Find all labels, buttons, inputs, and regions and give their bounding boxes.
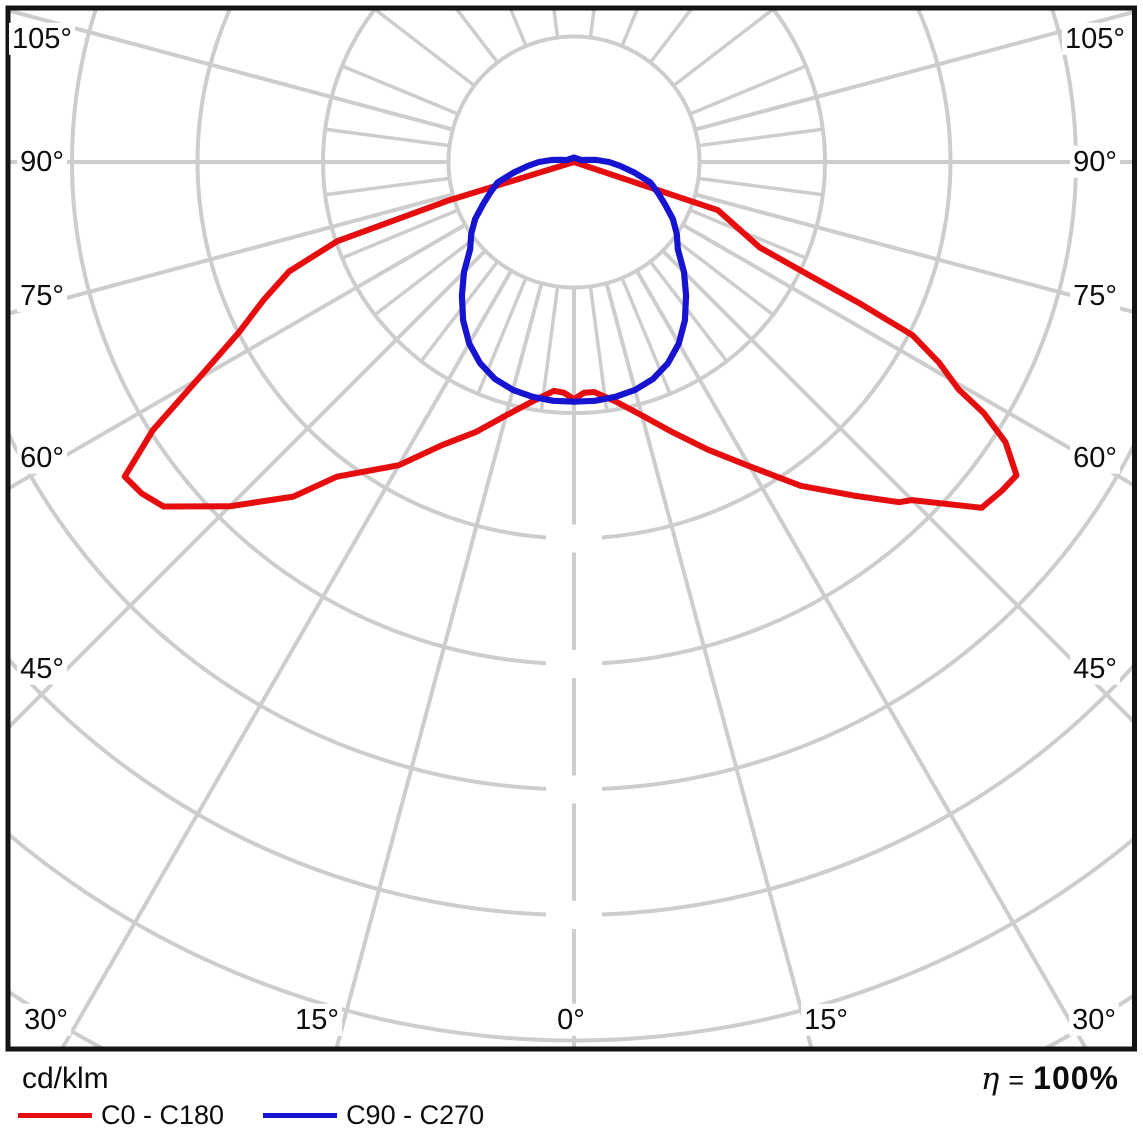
eta-value: 100% bbox=[1033, 1060, 1119, 1096]
angle-label-left-60: 60° bbox=[17, 441, 67, 475]
eta-equals: = bbox=[1008, 1065, 1025, 1095]
angle-label-bottom-2-0: 0° bbox=[554, 1003, 588, 1037]
legend-line-c0-c180-icon bbox=[18, 1113, 92, 1118]
legend: C0 - C180 C90 - C270 bbox=[18, 1100, 484, 1131]
angle-label-bottom-3-15: 15° bbox=[801, 1003, 851, 1037]
efficiency-readout: η = 100% bbox=[981, 1060, 1119, 1097]
curve-c0-c180 bbox=[121, 159, 1020, 511]
angle-label-bottom-4-30: 30° bbox=[1069, 1003, 1119, 1037]
legend-label-c0-c180: C0 - C180 bbox=[101, 1100, 225, 1130]
unit-label: cd/klm bbox=[22, 1062, 109, 1095]
angle-label-right-105: 105° bbox=[1062, 22, 1128, 56]
angle-label-bottom-1-15: 15° bbox=[292, 1003, 342, 1037]
angle-label-right-60: 60° bbox=[1070, 441, 1120, 475]
curve-c90-c270 bbox=[458, 154, 690, 405]
angle-label-left-90: 90° bbox=[17, 145, 67, 179]
angle-label-left-105: 105° bbox=[9, 22, 75, 56]
angle-label-right-45: 45° bbox=[1070, 652, 1120, 686]
eta-symbol: η bbox=[980, 1061, 1000, 1097]
plot-border bbox=[5, 5, 1137, 1052]
angle-label-right-90: 90° bbox=[1070, 145, 1120, 179]
angle-label-bottom-0-30: 30° bbox=[21, 1003, 71, 1037]
angle-label-left-45: 45° bbox=[17, 652, 67, 686]
angle-label-right-75: 75° bbox=[1070, 279, 1120, 313]
angle-label-left-75: 75° bbox=[17, 279, 67, 313]
legend-label-c90-c270: C90 - C270 bbox=[346, 1100, 485, 1130]
legend-line-c90-c270-icon bbox=[263, 1113, 338, 1118]
